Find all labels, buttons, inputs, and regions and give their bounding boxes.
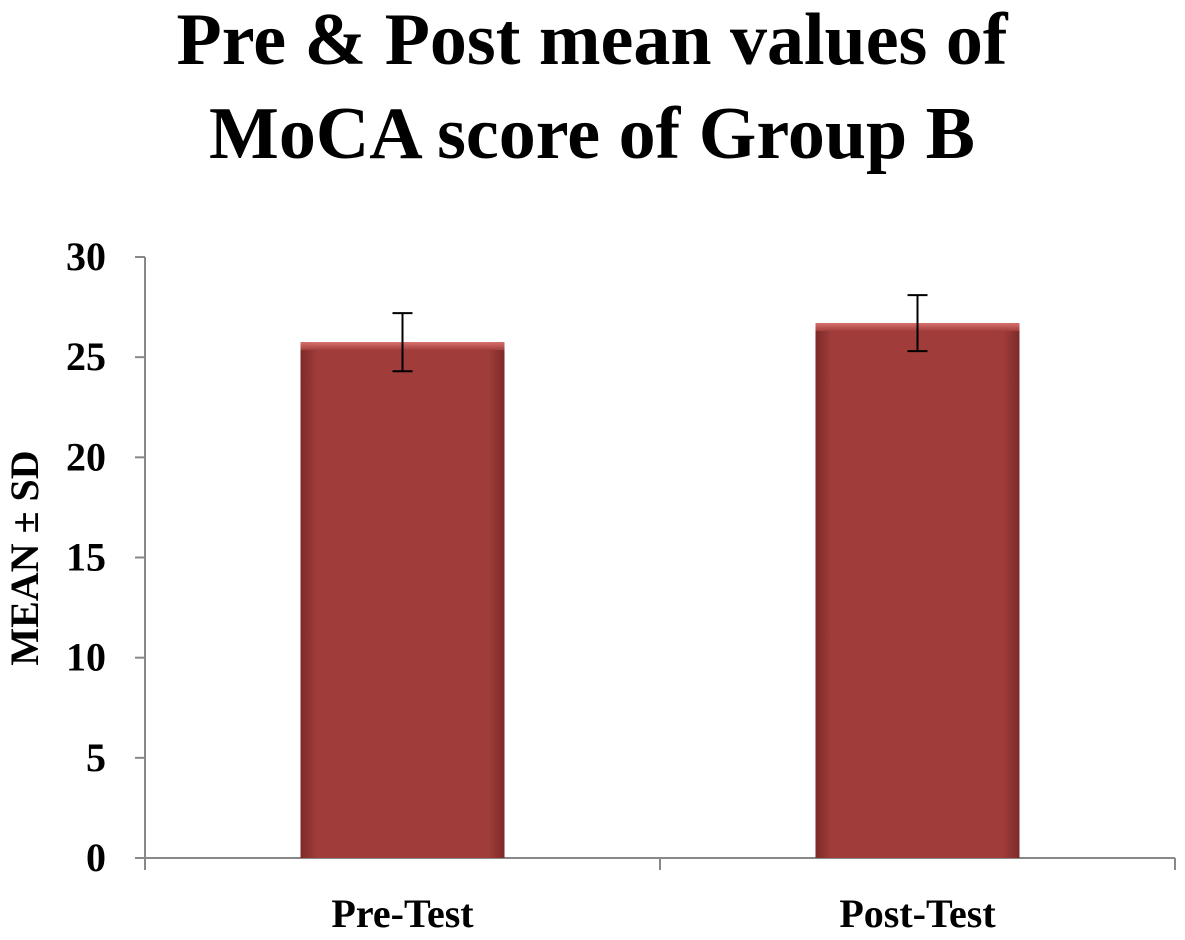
y-axis-label: MEAN ± SD (2, 450, 47, 665)
y-tick-label-0: 0 (86, 835, 106, 880)
y-tick-label-10: 10 (66, 635, 106, 680)
chart-title-line-2: MoCA score of Group B (209, 93, 975, 175)
y-tick-label-30: 30 (66, 234, 106, 279)
bar-post-test (815, 323, 1020, 858)
y-tick-label-15: 15 (66, 535, 106, 580)
bar-pre-test (300, 342, 505, 858)
y-tick-label-5: 5 (86, 735, 106, 780)
y-tick-label-25: 25 (66, 334, 106, 379)
x-tick-label-pre-test: Pre-Test (331, 891, 474, 935)
chart-title-line-1: Pre & Post mean values of (177, 0, 1009, 81)
plot-area: 0 5 10 15 20 25 30 Pre-Test Post-Test (66, 234, 1176, 936)
x-tick-label-post-test: Post-Test (839, 891, 996, 935)
y-tick-label-20: 20 (66, 434, 106, 479)
